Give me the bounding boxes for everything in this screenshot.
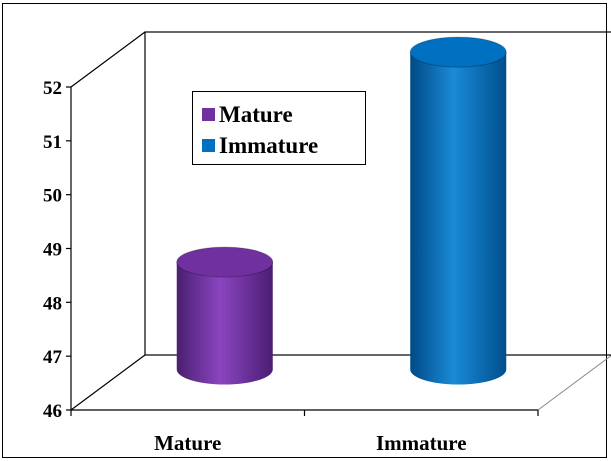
legend-label-immature: Immature xyxy=(219,132,319,158)
y-tick-label: 47 xyxy=(43,347,63,368)
y-tick-label: 51 xyxy=(43,132,62,153)
bar-top xyxy=(176,246,274,278)
y-tick-label: 49 xyxy=(43,240,62,261)
x-category-label: Mature xyxy=(154,431,221,455)
legend-item-immature: Immature xyxy=(202,130,365,161)
chart-walls xyxy=(70,31,611,411)
floor-right-edge xyxy=(537,355,611,411)
legend-swatch-mature xyxy=(202,108,215,121)
legend-item-mature: Mature xyxy=(202,99,365,130)
floor-left-edge xyxy=(70,354,146,411)
chart-bars xyxy=(176,36,507,385)
bar-body xyxy=(176,262,273,385)
y-tick-label: 52 xyxy=(43,78,62,99)
bar-body xyxy=(410,52,507,385)
legend-label-mature: Mature xyxy=(219,101,293,127)
legend-swatch-immature xyxy=(202,139,215,152)
bar-top xyxy=(409,36,507,68)
side-wall-top-edge xyxy=(70,31,146,88)
x-category-label: Immature xyxy=(376,431,467,455)
y-axis-ticks: 46 47 48 49 50 51 52 xyxy=(43,78,539,422)
bar-mature xyxy=(176,246,274,385)
legend: Mature Immature xyxy=(192,91,366,165)
y-tick-label: 50 xyxy=(43,186,62,207)
y-tick-label: 48 xyxy=(43,293,62,314)
x-axis-categories: Mature Immature xyxy=(154,431,466,455)
y-tick-label: 46 xyxy=(43,401,62,422)
back-wall xyxy=(144,31,611,356)
bar-immature xyxy=(409,36,507,385)
